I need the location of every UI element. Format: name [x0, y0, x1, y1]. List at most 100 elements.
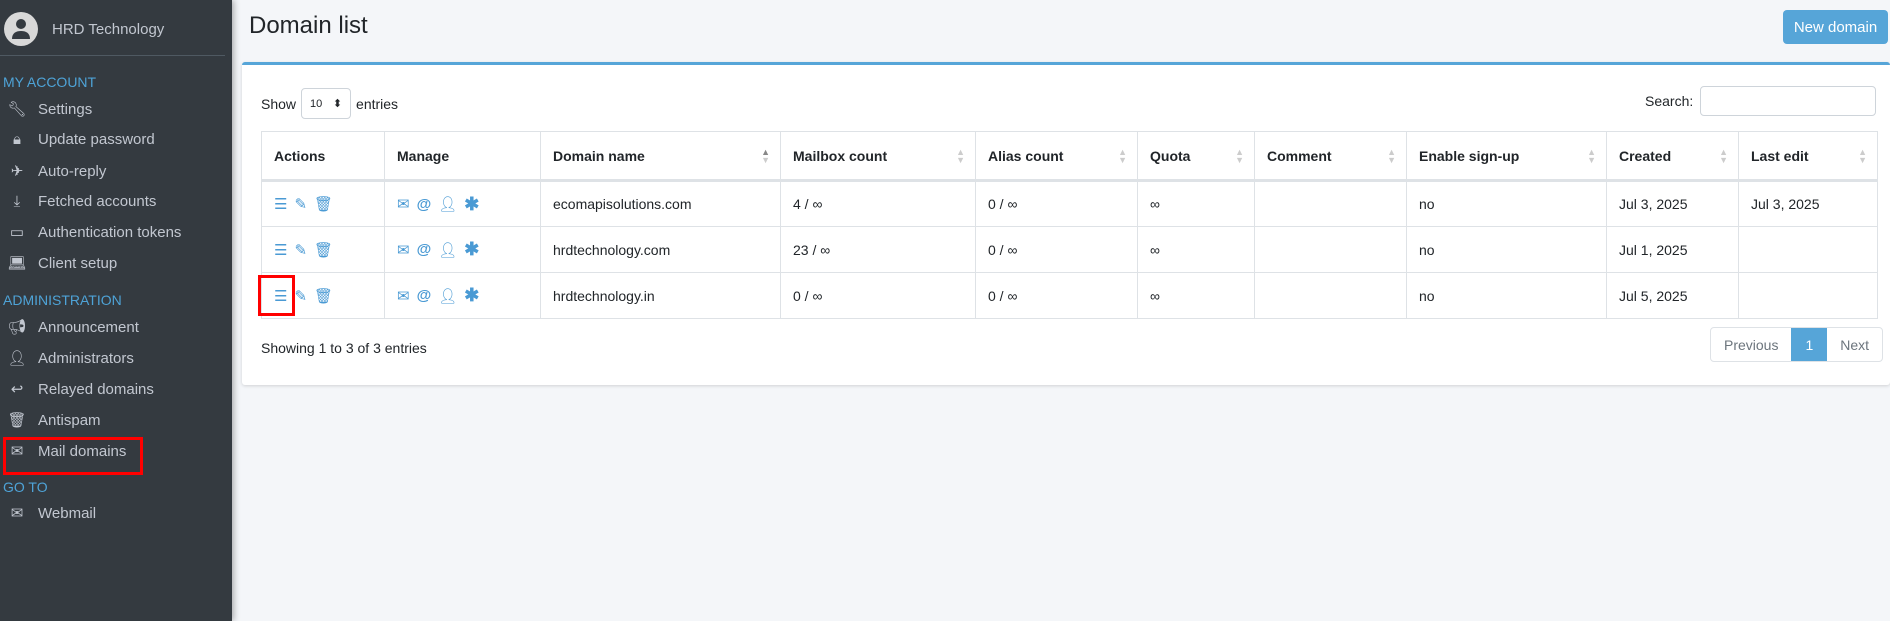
- sidebar-item-antispam[interactable]: 🗑︎ Antispam: [6, 411, 101, 430]
- asterisk-icon[interactable]: ✱: [464, 239, 480, 259]
- pagination: Previous 1 Next: [1710, 327, 1884, 362]
- alias-count-cell: 0 / ∞: [975, 180, 1138, 227]
- sort-asc-icon: ▲ ▼: [761, 147, 770, 165]
- mailbox-count-cell: 23 / ∞: [780, 226, 976, 273]
- wrench-icon: 🔧︎: [7, 101, 27, 118]
- sidebar-item-mail-domains[interactable]: ✉ Mail domains: [6, 442, 127, 461]
- sidebar-item-label: Announcement: [38, 318, 139, 336]
- mailbox-count-cell: 0 / ∞: [780, 272, 976, 319]
- sidebar-item-label: Auto-reply: [38, 162, 107, 180]
- col-last-edit[interactable]: Last edit ▲ ▼: [1738, 131, 1878, 182]
- last-edit-cell: Jul 3, 2025: [1738, 180, 1878, 227]
- next-button[interactable]: Next: [1840, 336, 1870, 353]
- sidebar-item-label: Antispam: [38, 411, 101, 429]
- col-mailbox-count[interactable]: Mailbox count ▲ ▼: [780, 131, 976, 182]
- signup-cell: no: [1406, 272, 1607, 319]
- asterisk-icon[interactable]: ✱: [464, 285, 480, 305]
- comment-cell: [1254, 180, 1407, 227]
- page-1-button[interactable]: 1: [1791, 328, 1828, 361]
- trash-icon[interactable]: 🗑︎: [314, 196, 334, 213]
- sort-icon: ▲ ▼: [1858, 147, 1867, 165]
- col-alias-count[interactable]: Alias count ▲ ▼: [975, 131, 1138, 182]
- entries-select[interactable]: 10 ⬍: [301, 88, 352, 119]
- laptop-icon: 💻︎: [7, 255, 27, 272]
- section-administration: ADMINISTRATION: [3, 292, 122, 308]
- divider: [0, 55, 225, 56]
- col-created[interactable]: Created ▲ ▼: [1606, 131, 1739, 182]
- pencil-icon[interactable]: ✎: [294, 241, 308, 259]
- list-icon[interactable]: ☰: [274, 196, 288, 213]
- sidebar-item-label: Administrators: [38, 349, 134, 367]
- sidebar-item-webmail[interactable]: ✉ Webmail: [6, 504, 97, 523]
- alias-count-cell: 0 / ∞: [975, 272, 1138, 319]
- user-name: HRD Technology: [52, 20, 165, 38]
- avatar: [4, 12, 38, 46]
- sidebar: HRD Technology MY ACCOUNT 🔧︎ Settings 🔒︎ U…: [0, 0, 232, 621]
- pencil-icon[interactable]: ✎: [294, 287, 308, 305]
- envelope-icon[interactable]: ✉: [397, 241, 410, 259]
- user-icon[interactable]: 👤︎: [438, 196, 458, 213]
- entries-value: 10: [310, 97, 323, 110]
- col-comment[interactable]: Comment ▲ ▼: [1254, 131, 1407, 182]
- trash-icon[interactable]: 🗑︎: [314, 287, 334, 305]
- list-icon[interactable]: ☰: [274, 287, 288, 305]
- section-go-to: GO TO: [3, 479, 48, 495]
- asterisk-icon[interactable]: ✱: [464, 193, 480, 214]
- at-icon[interactable]: @: [416, 241, 432, 258]
- quota-cell: ∞: [1137, 226, 1255, 273]
- sort-icon: ▲ ▼: [1587, 147, 1596, 165]
- search-input[interactable]: [1700, 86, 1877, 116]
- sort-icon: ▲ ▼: [1719, 147, 1728, 165]
- envelope-icon: ✉: [10, 443, 24, 460]
- trash-icon[interactable]: 🗑︎: [314, 241, 334, 259]
- page-title: Domain list: [249, 12, 368, 39]
- sidebar-item-authentication-tokens[interactable]: ▭ Authentication tokens: [6, 223, 182, 242]
- new-domain-button[interactable]: New domain: [1783, 10, 1888, 44]
- highlight-box: [258, 275, 295, 316]
- col-quota[interactable]: Quota ▲ ▼: [1137, 131, 1255, 182]
- list-icon[interactable]: ☰: [274, 241, 288, 259]
- quota-cell: ∞: [1137, 272, 1255, 319]
- ticket-icon: ▭: [9, 224, 25, 241]
- sidebar-item-client-setup[interactable]: 💻︎ Client setup: [6, 254, 117, 273]
- download-icon: ⤓: [13, 193, 21, 210]
- mailbox-count-cell: 4 / ∞: [780, 180, 976, 227]
- user-icon[interactable]: 👤︎: [438, 287, 458, 305]
- sidebar-item-label: Webmail: [38, 504, 97, 522]
- quota-cell: ∞: [1137, 180, 1255, 227]
- comment-cell: [1254, 226, 1407, 273]
- sort-icon: ▲ ▼: [1387, 147, 1396, 165]
- sidebar-item-label: Authentication tokens: [38, 223, 182, 241]
- created-cell: Jul 3, 2025: [1606, 180, 1739, 227]
- sort-icon: ▲ ▼: [956, 147, 965, 165]
- user-icon[interactable]: 👤︎: [438, 241, 458, 259]
- created-cell: Jul 5, 2025: [1606, 272, 1739, 319]
- sort-icon: ▲ ▼: [1118, 147, 1127, 165]
- sidebar-item-relayed-domains[interactable]: ↩ Relayed domains: [6, 380, 154, 399]
- sidebar-item-label: Relayed domains: [38, 380, 154, 398]
- envelope-icon[interactable]: ✉: [397, 196, 410, 213]
- col-enable-signup[interactable]: Enable sign-up ▲ ▼: [1406, 131, 1607, 182]
- sidebar-item-update-password[interactable]: 🔒︎ Update password: [6, 131, 155, 148]
- sidebar-item-settings[interactable]: 🔧︎ Settings: [6, 100, 92, 119]
- comment-cell: [1254, 272, 1407, 319]
- envelope-icon: ✉: [10, 505, 24, 522]
- at-icon[interactable]: @: [416, 287, 432, 304]
- sidebar-item-announcement[interactable]: 📢︎ Announcement: [6, 318, 139, 337]
- search-label: Search:: [1645, 93, 1694, 109]
- sidebar-item-fetched-accounts[interactable]: ⤓ Fetched accounts: [6, 193, 157, 210]
- sort-icon: ▲ ▼: [1235, 147, 1244, 165]
- entries-label: entries: [356, 95, 399, 112]
- col-domain-name[interactable]: Domain name ▲ ▼: [540, 131, 781, 182]
- sidebar-item-auto-reply[interactable]: ✈ Auto-reply: [6, 162, 107, 181]
- table-info: Showing 1 to 3 of 3 entries: [261, 340, 427, 356]
- table-row: ☰ ✎ 🗑︎ ✉ @ 👤︎ ✱ hrdtechnology.com 23 / ∞ 0 / …: [261, 226, 1878, 273]
- sidebar-item-administrators[interactable]: 👤︎ Administrators: [6, 349, 134, 368]
- pencil-icon[interactable]: ✎: [294, 196, 308, 213]
- envelope-icon[interactable]: ✉: [397, 287, 410, 305]
- user-panel[interactable]: HRD Technology: [4, 12, 164, 46]
- at-icon[interactable]: @: [416, 195, 432, 213]
- domain-name-cell: hrdtechnology.in: [540, 272, 781, 319]
- previous-button[interactable]: Previous: [1724, 336, 1779, 353]
- search-control: Search:: [1645, 86, 1877, 116]
